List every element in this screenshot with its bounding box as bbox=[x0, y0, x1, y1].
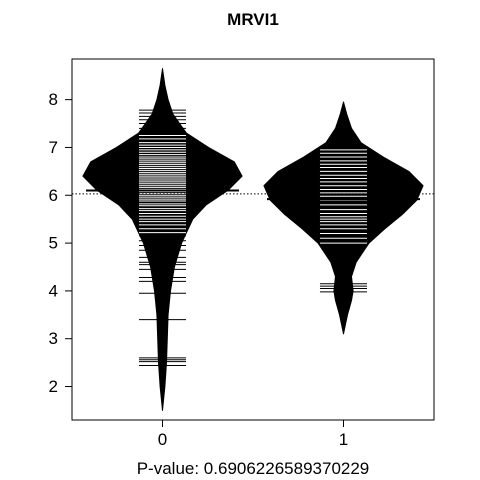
x-tick-label: 1 bbox=[339, 430, 348, 449]
bean-0 bbox=[82, 68, 243, 411]
y-tick-label: 4 bbox=[49, 281, 58, 300]
bean-1 bbox=[263, 101, 424, 335]
mean-lines-layer bbox=[86, 189, 420, 201]
y-tick-label: 6 bbox=[49, 186, 58, 205]
beans-layer bbox=[82, 68, 424, 411]
chart-title: MRVI1 bbox=[227, 10, 279, 29]
x-axis-label: P-value: 0.6906226589370229 bbox=[137, 459, 370, 478]
x-tick-label: 0 bbox=[158, 430, 167, 449]
y-tick-label: 5 bbox=[49, 234, 58, 253]
y-tick-label: 7 bbox=[49, 138, 58, 157]
y-tick-label: 8 bbox=[49, 90, 58, 109]
y-axis: 2 3 4 5 6 7 8 bbox=[49, 90, 72, 396]
y-tick-label: 2 bbox=[49, 377, 58, 396]
y-tick-label: 3 bbox=[49, 329, 58, 348]
plot-frame bbox=[71, 58, 435, 421]
